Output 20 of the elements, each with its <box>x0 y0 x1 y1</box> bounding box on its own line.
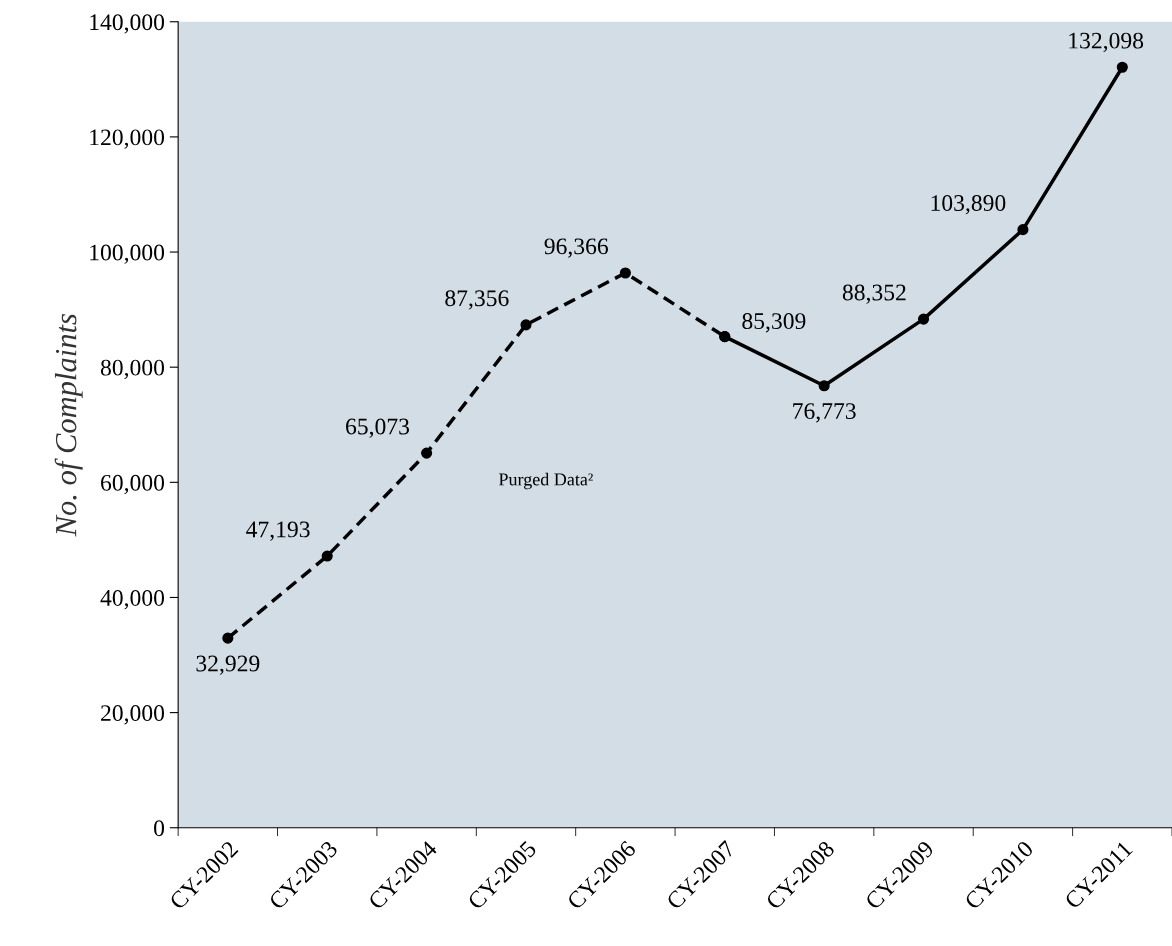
y-tick-label: 120,000 <box>90 129 165 149</box>
data-label: 76,773 <box>793 403 856 423</box>
data-label: 65,073 <box>346 418 410 438</box>
y-tick-label: 60,000 <box>101 474 165 495</box>
y-tick-label: 20,000 <box>101 705 165 725</box>
data-label: 47,193 <box>246 521 310 541</box>
y-tick-label: 40,000 <box>100 589 165 610</box>
data-label: 85,309 <box>742 313 806 333</box>
y-tick-label: 80,000 <box>100 359 165 380</box>
data-label: 103,890 <box>931 195 1006 215</box>
y-tick-label: 100,000 <box>90 244 165 264</box>
data-label: 132,098 <box>1069 32 1144 52</box>
y-axis-title: No. of Complaints <box>54 314 83 537</box>
data-label: 88,352 <box>842 284 906 304</box>
data-label: 96,366 <box>544 238 609 258</box>
annotation: Purged Data² <box>498 472 593 490</box>
y-tick-label: 0 <box>154 820 165 837</box>
data-label: 32,929 <box>196 655 260 675</box>
data-label: 87,356 <box>445 290 509 310</box>
y-tick-label: 140,000 <box>90 14 165 34</box>
